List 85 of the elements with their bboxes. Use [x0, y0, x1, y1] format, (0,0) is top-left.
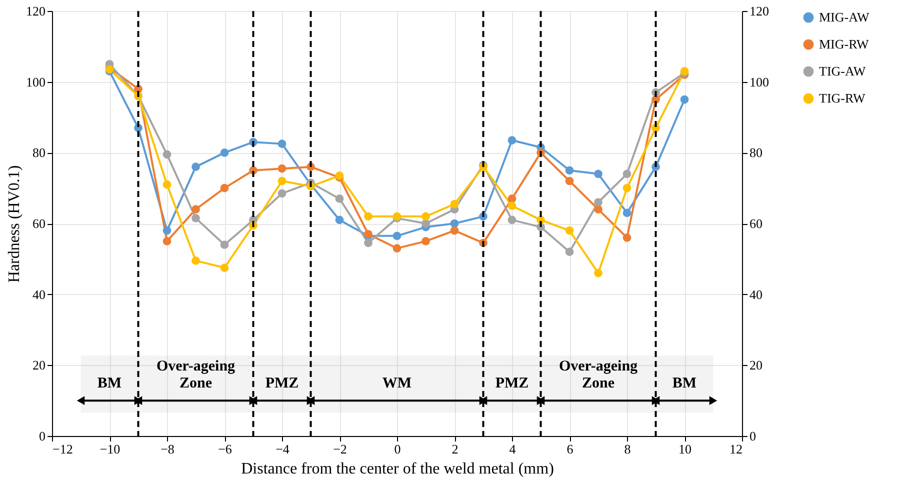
x-tick-label: −2: [333, 442, 347, 456]
x-tick-label: −8: [160, 442, 174, 456]
point: [680, 95, 689, 104]
y-tick-label: 80: [32, 145, 46, 160]
point: [565, 176, 574, 186]
point: [192, 205, 200, 214]
legend-label: MIG-RW: [819, 36, 870, 52]
point: [622, 233, 632, 242]
point: [335, 194, 344, 203]
x-tick-label: 10: [678, 442, 692, 456]
y-tick-label: 20: [32, 358, 46, 373]
point: [594, 205, 602, 214]
point: [422, 212, 430, 221]
y-tick-label: 100: [26, 74, 46, 90]
point: [594, 268, 602, 278]
y-tick-label: 60: [32, 216, 46, 231]
point: [622, 170, 632, 178]
point: [392, 232, 402, 240]
point: [450, 219, 459, 228]
point: [594, 198, 602, 206]
y2-tick-label: 100: [750, 74, 769, 90]
legend-label: TIG-AW: [819, 64, 866, 78]
y-tick-label: 40: [32, 286, 46, 302]
band-label: BM: [672, 376, 697, 392]
point: [565, 166, 574, 175]
x-tick-label: 6: [566, 442, 574, 456]
x-tick-label: −12: [52, 442, 73, 456]
point: [278, 189, 286, 198]
y2-tick-label: 40: [750, 286, 762, 302]
point: [508, 202, 516, 210]
point: [192, 214, 200, 222]
band-label: BM: [97, 376, 122, 392]
point: [335, 216, 344, 224]
point: [508, 216, 516, 224]
y-tick-label: 120: [26, 4, 46, 18]
point: [450, 200, 459, 208]
point: [450, 226, 459, 235]
point: [162, 226, 172, 235]
y-tick-label: 0: [39, 428, 46, 444]
band-label: Over-ageing Zone: [558, 358, 638, 392]
x-tick-label: 4: [509, 442, 516, 456]
point: [162, 150, 172, 159]
point: [422, 237, 430, 246]
point: [622, 184, 632, 192]
x-tick-label: 12: [730, 442, 742, 456]
x-tick-label: 0: [394, 442, 401, 456]
x-tick-label: −6: [218, 442, 232, 456]
point: [220, 184, 229, 192]
band-label: WM: [382, 376, 412, 392]
point: [364, 212, 372, 221]
y2-tick-label: 120: [750, 4, 769, 18]
point: [220, 240, 229, 249]
x-tick-label: 8: [624, 442, 631, 456]
point: [278, 140, 286, 148]
point: [508, 136, 516, 144]
legend-label: MIG-AW: [819, 10, 870, 24]
point: [364, 238, 372, 248]
y2-tick-label: 80: [750, 145, 762, 160]
y2-tick-label: 60: [750, 216, 762, 231]
x-tick-label: 2: [452, 442, 458, 456]
point: [622, 208, 632, 218]
y-axis-title: Hardness (HV0.1): [6, 165, 23, 283]
point: [220, 148, 229, 157]
point: [192, 256, 200, 265]
point: [278, 176, 286, 186]
point: [162, 180, 172, 189]
point: [392, 244, 402, 252]
band-label: PMZ: [265, 376, 299, 392]
point: [565, 226, 574, 235]
point: [162, 237, 172, 246]
band-label: PMZ: [495, 376, 529, 392]
point: [422, 219, 430, 228]
y2-tick-label: 20: [750, 358, 762, 373]
x-tick-label: −4: [276, 442, 290, 456]
y2-tick-label: 0: [750, 428, 756, 444]
point: [594, 170, 602, 178]
point: [508, 194, 516, 203]
point: [220, 264, 229, 272]
point: [278, 164, 286, 173]
point: [565, 248, 574, 256]
point: [192, 162, 200, 172]
legend-label: TIG-RW: [819, 90, 866, 106]
x-axis-title: Distance from the center of the weld metal (mm): [241, 460, 554, 478]
band-label: Over-ageing Zone: [156, 358, 236, 392]
x-tick-label: −10: [100, 442, 120, 456]
